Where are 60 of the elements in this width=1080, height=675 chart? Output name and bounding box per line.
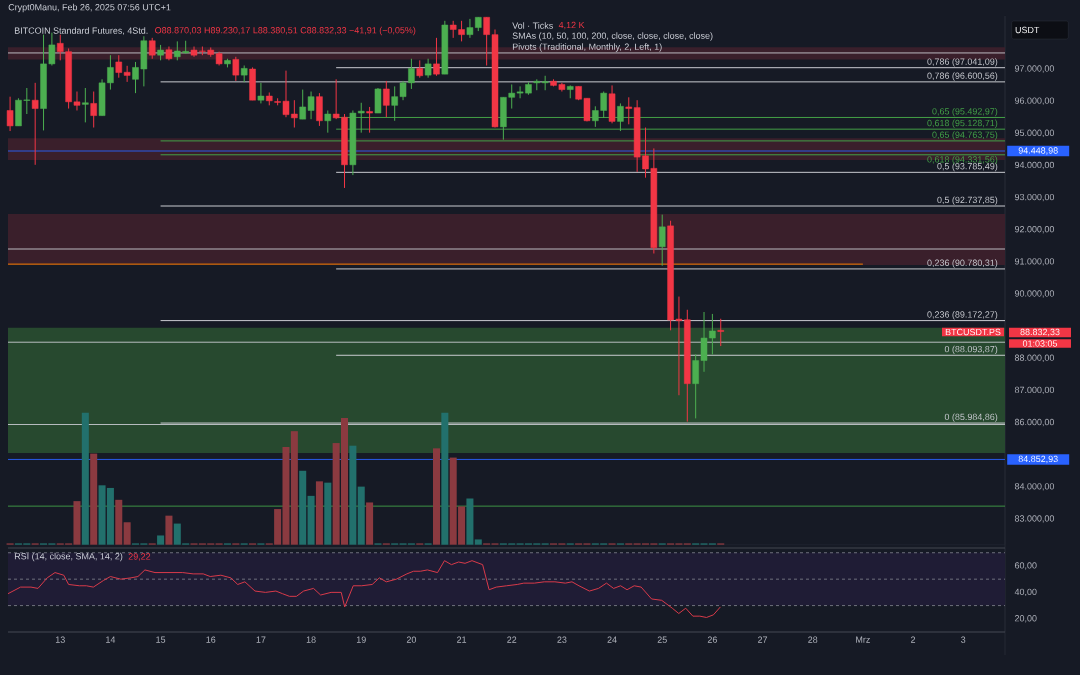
y-tick-label: 90.000,00 (1014, 290, 1055, 298)
x-tick-label: Mrz (856, 636, 870, 643)
x-tick-label: 17 (256, 636, 266, 643)
x-tick-label: 25 (657, 636, 667, 643)
x-tick-label: 2 (910, 636, 916, 643)
x-tick-label: 27 (758, 636, 768, 643)
x-tick-label: 13 (55, 636, 65, 643)
annotation: SMAs (10, 50, 100, 200, close, close, close, close) (512, 32, 713, 41)
text: BITCOIN Standard Futures, 4Std. (14, 27, 148, 35)
x-tick-label: 15 (156, 636, 166, 643)
annotation: 29,22 (128, 553, 151, 561)
y-tick-label: 88.000,00 (1014, 354, 1055, 362)
x-tick-label: 3 (961, 636, 966, 643)
series-label: 0,618 (95.128,71) (927, 119, 998, 128)
text: Crypt0Manu, Feb 26, 2025 07:56 UTC+1 (8, 3, 171, 13)
series-label: 0,786 (97.041,09) (927, 58, 998, 67)
ref-line-label: 94.448,98 (1018, 147, 1058, 155)
series-label: 0,236 (89.172,27) (927, 311, 998, 320)
y-tick-label: 91.000,00 (1014, 258, 1055, 266)
text: O88.870,03 H89.230,17 L88.380,51 C88.832,33 −41,91 (−0,05%) (155, 26, 416, 36)
series-label: 0,786 (96.600,56) (927, 72, 998, 81)
y-tick-label: 40,00 (1014, 588, 1037, 597)
y-tick-label: 97.000,00 (1014, 65, 1055, 73)
x-tick-label: 18 (306, 636, 316, 643)
ref-line-label: 84.852,93 (1018, 455, 1058, 464)
y-axis-title: USDT (1015, 26, 1040, 34)
series-label: 0,65 (95.492,97) (932, 107, 998, 117)
x-tick-label: 16 (206, 636, 216, 643)
y-tick-label: 92.000,00 (1014, 226, 1055, 234)
series-label: 0,65 (94.763,75) (932, 131, 998, 140)
x-tick-label: 26 (707, 636, 717, 643)
y-tick-label: 87.000,00 (1014, 386, 1055, 395)
annotation: BTCUSDT.PS (945, 328, 1001, 336)
x-tick-label: 22 (507, 636, 517, 643)
x-tick-label: 23 (557, 636, 567, 643)
x-tick-label: 14 (106, 636, 116, 643)
y-tick-label: 95.000,00 (1014, 129, 1055, 137)
annotation: 4,12 K (558, 21, 585, 30)
text: 01:03:05 (1022, 340, 1058, 347)
x-tick-label: 21 (457, 636, 467, 643)
x-tick-label: 20 (406, 636, 417, 643)
y-tick-label: 86.000,00 (1014, 418, 1055, 427)
x-tick-label: 28 (808, 636, 818, 643)
y-tick-label: 84.000,00 (1014, 483, 1055, 491)
text: 88.832,33 (1020, 328, 1060, 337)
series-label: 0,5 (92.737,85) (937, 196, 998, 205)
y-tick-label: 20,00 (1014, 615, 1037, 623)
y-tick-label: 60,00 (1014, 562, 1037, 570)
x-tick-label: 24 (607, 636, 617, 643)
series-label: 0,236 (90.780,31) (927, 259, 998, 268)
text: RSI (14, close, SMA, 14, 2) (14, 552, 123, 562)
y-tick-label: 93.000,00 (1014, 193, 1055, 202)
y-tick-label: 96.000,00 (1014, 97, 1055, 105)
x-tick-label: 19 (356, 636, 366, 643)
series-label: 0 (85.984,86) (944, 413, 998, 422)
series-label: 0 (88.093,87) (944, 345, 998, 355)
annotation: Pivots (Traditional, Monthly, 2, Left, 1) (512, 43, 662, 52)
y-tick-label: 94.000,00 (1014, 161, 1055, 170)
annotation: Vol · Ticks (512, 22, 553, 29)
y-tick-label: 83.000,00 (1014, 515, 1055, 523)
